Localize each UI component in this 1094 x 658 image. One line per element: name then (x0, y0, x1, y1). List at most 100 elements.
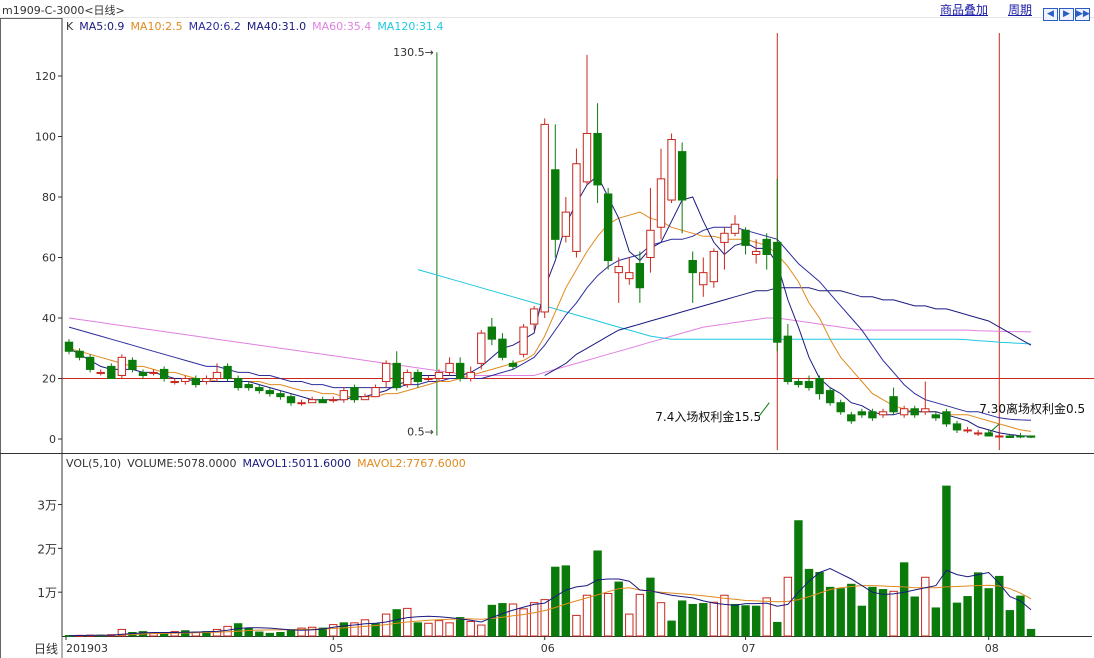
candle (836, 402, 845, 413)
volume-bar (603, 592, 613, 637)
volume-bar (857, 605, 867, 637)
volume-bar (508, 603, 518, 637)
candle (847, 414, 856, 422)
price-tick-label: 20 (42, 373, 56, 386)
candle (677, 151, 687, 201)
scroll-end-icon[interactable]: ▶▶ (1075, 8, 1090, 21)
candle (519, 326, 528, 355)
candle (593, 132, 602, 186)
candle (688, 260, 697, 274)
candle (667, 139, 676, 201)
volume-bar (307, 626, 317, 637)
y-axis-frame (0, 18, 63, 658)
volume-bar (762, 597, 771, 637)
volume-legend-item: VOLUME:5078.0000 (127, 457, 236, 470)
candle (487, 326, 497, 340)
candle (942, 411, 951, 425)
volume-bar (709, 601, 719, 637)
volume-bar (360, 619, 370, 637)
overlay-commodity-link[interactable]: 商品叠加 (940, 3, 989, 17)
volume-bar (1026, 628, 1036, 637)
candle (265, 390, 275, 395)
candle (307, 399, 317, 404)
candle (339, 390, 349, 401)
mavol1-line (68, 567, 1032, 637)
candle (625, 272, 634, 280)
entry-annotation: 7.4入场权利金15.5 (655, 409, 761, 424)
candle (730, 223, 740, 234)
scroll-right-icon[interactable]: ▶ (1059, 8, 1074, 21)
price-legend-item: MA40:31.0 (247, 20, 306, 33)
candle (75, 350, 84, 358)
candle (572, 163, 581, 252)
candle (138, 371, 148, 376)
candle (868, 411, 877, 419)
volume-bar (699, 603, 708, 637)
candle (381, 362, 391, 383)
candle (529, 308, 539, 325)
candle (170, 381, 179, 384)
candle (603, 193, 613, 262)
volume-bar (350, 622, 359, 637)
volume-bar (783, 576, 793, 637)
stock-chart[interactable]: 0 20 40 60 80 100 120 1万 2万 3万 130.5→ 0.5→ 7.4入场权利金1… (0, 18, 1094, 658)
volume-bar (318, 627, 327, 637)
price-legend-item: MA60:35.4 (312, 20, 371, 33)
ma60-line (68, 317, 1032, 376)
volume-bar (984, 588, 993, 637)
volume-bar (656, 602, 666, 637)
volume-bar (625, 613, 634, 637)
candle (995, 435, 1004, 438)
exit-annotation: 7.30离场权利金0.5 (979, 401, 1085, 416)
x-tick-label: 05 (329, 642, 343, 655)
price-tick-label: 60 (42, 252, 56, 265)
volume-bar (688, 603, 697, 637)
volume-bar (286, 629, 296, 637)
candle (973, 432, 983, 435)
candle (931, 414, 941, 419)
candle (181, 378, 190, 383)
volume-bar (868, 586, 877, 637)
volume-bar (794, 520, 803, 637)
price-tick-label: 120 (35, 70, 56, 83)
candle (403, 371, 412, 386)
volume-bar (720, 594, 729, 637)
candle (614, 266, 623, 274)
ma120-line (417, 269, 1032, 345)
exit-arrow-icon (988, 423, 1000, 434)
period-link[interactable]: 周期 (1008, 3, 1033, 17)
candle (540, 123, 549, 313)
volume-bar (614, 581, 623, 637)
candle (794, 381, 803, 386)
candle (751, 250, 761, 255)
candle (424, 378, 433, 380)
candle (551, 169, 560, 240)
scroll-left-icon[interactable]: ◀ (1043, 8, 1058, 21)
candle (910, 408, 919, 416)
candle (635, 263, 645, 289)
candle (815, 378, 824, 395)
volume-bar (582, 594, 592, 637)
volume-tick-label: 1万 (37, 586, 57, 600)
candle (318, 399, 327, 404)
volume-bar (572, 614, 581, 637)
period-label: 日线 (34, 642, 58, 656)
candle (889, 396, 898, 413)
mavol2-line (68, 584, 1032, 637)
candle (804, 381, 814, 389)
entry-arrow-icon (758, 402, 770, 417)
candle (276, 393, 285, 398)
volume-bar (466, 621, 475, 637)
volume-legend-item: MAVOL2:7767.6000 (357, 457, 466, 470)
volume-legend-item: MAVOL1:5011.6000 (242, 457, 351, 470)
price-tick-label: 40 (42, 312, 56, 325)
x-tick-label: 07 (742, 642, 756, 655)
volume-bar (265, 632, 275, 637)
candle (445, 362, 454, 373)
candle (202, 378, 211, 383)
candle (286, 396, 296, 404)
volume-bar (445, 622, 454, 637)
volume-bar (646, 577, 655, 637)
x-tick-label: 201903 (66, 642, 108, 655)
candle (878, 411, 888, 416)
